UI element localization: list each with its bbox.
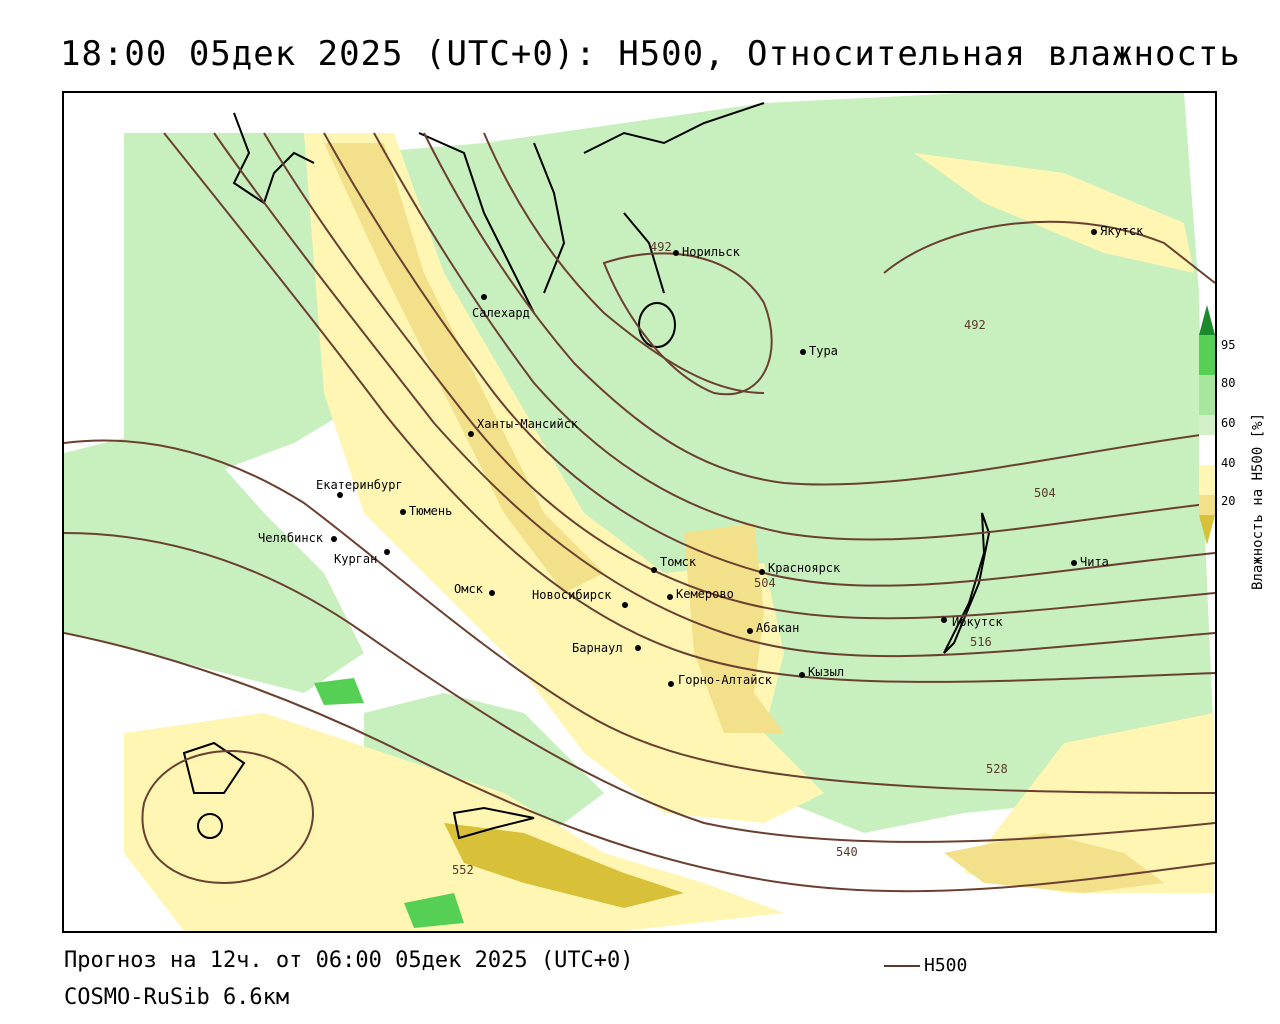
humidity-colorbar (1199, 305, 1215, 545)
weather-map: 492 492 504 504 516 528 540 552 (62, 91, 1217, 933)
city-dot (668, 681, 674, 687)
city-label-kyzyl: Кызыл (808, 665, 844, 679)
contour-label: 492 (964, 318, 986, 332)
humidity-yellow-band (324, 143, 604, 593)
forecast-info: Прогноз на 12ч. от 06:00 05дек 2025 (UTC… (64, 948, 634, 973)
city-label-gorno-altaysk: Горно-Алтайск (678, 673, 773, 687)
model-name: COSMO-RuSib 6.6км (64, 985, 290, 1010)
legend-line-swatch (884, 964, 920, 967)
city-label-tura: Тура (809, 344, 838, 358)
city-dot (1071, 560, 1077, 566)
colorbar-title: Влажность на H500 [%] (1250, 412, 1266, 590)
colorbar-tick: 20 (1221, 494, 1236, 508)
city-label-novosibirsk: Новосибирск (532, 588, 612, 602)
city-label-yakutsk: Якутск (1100, 224, 1144, 238)
h500-contours (64, 132, 1215, 893)
h500-legend: H500 (884, 955, 967, 976)
city-label-tomsk: Томск (660, 555, 697, 569)
city-dot (481, 294, 487, 300)
humidity-yellow-band (944, 833, 1164, 893)
city-label-chelyabinsk: Челябинск (258, 531, 324, 545)
city-dot (747, 628, 753, 634)
city-dot (337, 492, 343, 498)
city-label-tyumen: Тюмень (409, 504, 452, 518)
city-dot (400, 509, 406, 515)
city-label-salekhard: Салехард (472, 306, 530, 320)
city-label-norilsk: Норильск (682, 245, 741, 259)
colorbar-tick: 95 (1221, 338, 1236, 352)
map-canvas: 492 492 504 504 516 528 540 552 (64, 93, 1215, 931)
city-label-barnaul: Барнаул (572, 641, 623, 655)
contour-label: 528 (986, 762, 1008, 776)
humidity-yellow-band (684, 523, 784, 733)
city-dot (651, 567, 657, 573)
humidity-yellow-band (444, 823, 684, 908)
contour-label: 516 (970, 635, 992, 649)
contour-label: 492 (650, 240, 672, 254)
city-dot (667, 594, 673, 600)
city-dot (759, 569, 765, 575)
city-label-chita: Чита (1080, 555, 1109, 569)
map-title: 18:00 05дек 2025 (UTC+0): H500, Относите… (60, 34, 1241, 74)
contour-label: 540 (836, 845, 858, 859)
city-dot (673, 250, 679, 256)
city-label-kemerovo: Кемерово (676, 587, 734, 601)
humidity-yellow-band (914, 153, 1194, 273)
humidity-green-region (64, 423, 364, 693)
city-label-omsk: Омск (454, 582, 484, 596)
legend-label: H500 (924, 955, 968, 976)
city-dot (489, 590, 495, 596)
city-dot (384, 549, 390, 555)
city-label-irkutsk: Иркутск (952, 615, 1003, 629)
colorbar-tick: 60 (1221, 416, 1236, 430)
coastlines (182, 102, 991, 840)
city-label-krasnoyarsk: Красноярск (768, 561, 841, 575)
city-label-abakan: Абакан (756, 621, 799, 635)
contour-label: 552 (452, 863, 474, 877)
city-label-kurgan: Курган (334, 552, 377, 566)
city-dot (468, 431, 474, 437)
humidity-darkgreen-spot (404, 893, 464, 928)
city-dot (799, 672, 805, 678)
city-dot (622, 602, 628, 608)
city-dot (1091, 229, 1097, 235)
city-dot (635, 645, 641, 651)
city-dot (941, 617, 947, 623)
city-dot (331, 536, 337, 542)
colorbar-tick: 40 (1221, 456, 1236, 470)
city-dot (800, 349, 806, 355)
colorbar-tick: 80 (1221, 376, 1236, 390)
city-markers (331, 229, 1097, 687)
city-label-ekaterinburg: Екатеринбург (316, 478, 403, 492)
humidity-darkgreen-spot (314, 678, 364, 705)
contour-label: 504 (754, 576, 776, 590)
city-label-khanty-mansiysk: Ханты-Мансийск (477, 417, 579, 431)
contour-label: 504 (1034, 486, 1056, 500)
